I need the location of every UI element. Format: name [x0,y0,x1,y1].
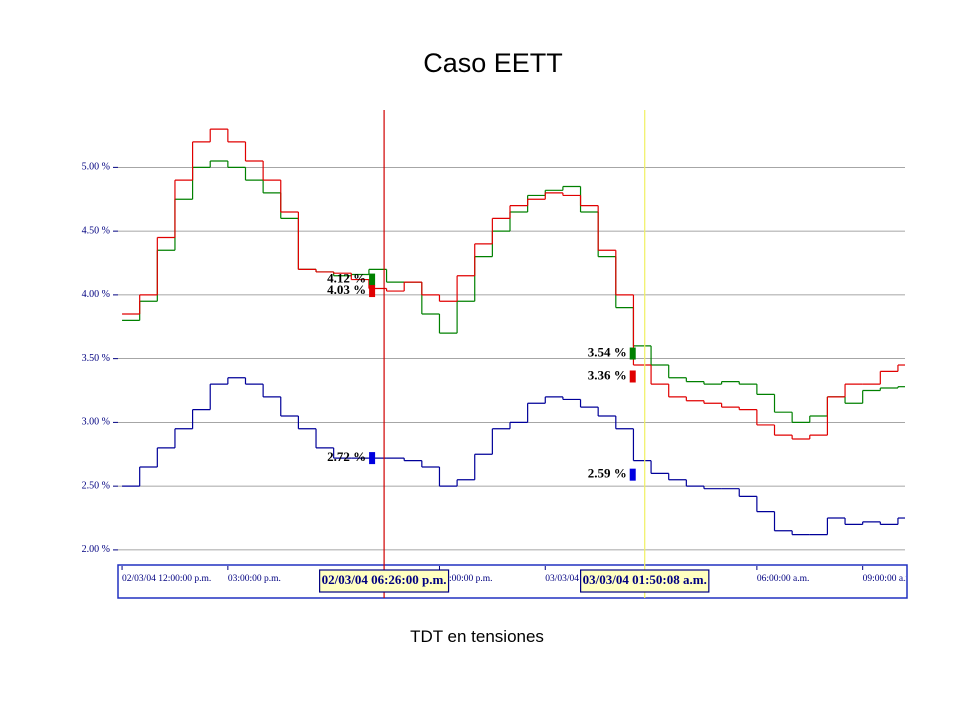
x-tick-label: 02/03/04 12:00:00 p.m. [122,574,211,584]
cursor-label: 02/03/04 06:26:00 p.m. [322,572,447,587]
chart-title: Caso EETT [423,48,563,78]
y-tick-label: 5.00 % [82,162,110,173]
x-tick-label: 09:00:00 p.m. [439,574,492,584]
readout-marker [629,468,636,481]
readout-marker [369,285,376,298]
x-axis-label: TDT en tensiones [410,627,544,646]
cursors: 02/03/04 06:26:00 p.m. 4.12 %4.03 % 2.72 %… [319,110,710,598]
readout-marker [369,273,376,286]
cursor-label-box [319,569,450,593]
readout-label: 4.12 % [327,271,366,286]
cursor-label: 03/03/04 01:50:08 a.m. [583,572,707,587]
readout-label: 2.59 % [588,466,627,481]
readout-label: 3.54 % [588,345,627,360]
readout-label: 3.36 % [588,367,627,382]
y-tick-label: 3.00 % [82,417,110,428]
cursor-label-box [580,569,710,593]
readout-label: 2.72 % [327,449,366,464]
readout-marker [629,370,636,383]
x-axis-box [117,564,908,599]
readout-marker [369,452,376,465]
x-tick-label: 03:00:00 p.m. [228,574,281,584]
plot [122,128,905,536]
x-tick-label: 09:00:00 a.m. [863,574,916,584]
y-tick-label: 4.50 % [82,225,110,236]
grid: 2.00 % 2.50 % 3.00 % 3.50 % 4.00 % 4.50 % 5.00… [82,162,905,555]
readout-marker [629,347,636,360]
y-tick-label: 4.00 % [82,289,110,300]
x-tick-label: 06:00:00 a.m. [757,574,810,584]
y-tick-label: 3.50 % [82,353,110,364]
y-tick-label: 2.50 % [82,480,110,491]
readout-label: 4.03 % [327,282,366,297]
y-tick-label: 2.00 % [82,544,110,555]
